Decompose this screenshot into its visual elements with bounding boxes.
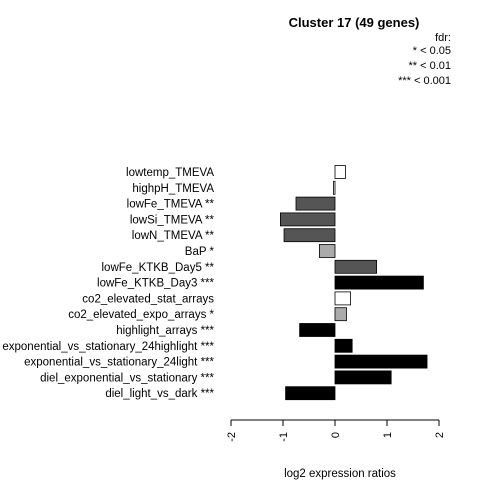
bar-11 [299,323,336,337]
x-axis: -2 -1 0 1 2 [226,419,446,442]
category-label-8: lowFe_KTKB_Day3 *** [97,278,214,290]
bars [279,165,428,401]
x-axis-label: log2 expression ratios [284,468,396,480]
bar-10 [334,307,347,322]
category-label-3: lowFe_TMEVA ** [127,199,215,211]
bar-12 [334,338,353,353]
legend-title: fdr: [435,32,451,44]
category-label-15: diel_light_vs_dark *** [105,388,214,400]
category-label-13: exponential_vs_stationary_24light *** [24,357,214,369]
category-label-4: lowSi_TMEVA ** [130,214,215,226]
bar-13 [334,354,428,369]
bar-3 [295,196,336,211]
category-label-5: lowN_TMEVA ** [132,230,215,242]
bar-14 [334,370,392,385]
category-label-10: co2_elevated_expo_arrays * [68,309,214,321]
bar-4 [279,212,336,227]
chart-title: Cluster 17 (49 genes) [289,15,420,30]
category-label-1: lowtemp_TMEVA [126,167,214,179]
bar-9 [334,291,352,306]
category-label-12: exponential_vs_stationary_24highlight **… [2,341,214,353]
x-tick-label-3: 0 [330,432,342,438]
category-labels: lowtemp_TMEVA highpH_TMEVA lowFe_TMEVA ** l… [2,167,214,400]
bar-2 [333,180,336,195]
bar-7 [334,259,377,274]
category-label-9: co2_elevated_stat_arrays [82,293,214,305]
legend-entry-1: * < 0.05 [413,45,451,57]
bar-8 [334,275,424,290]
legend: fdr: * < 0.05 ** < 0.01 *** < 0.001 [398,32,451,87]
bar-6 [318,244,336,258]
bar-5 [283,228,336,243]
category-label-11: highlight_arrays *** [116,325,214,337]
category-label-14: diel_exponential_vs_stationary *** [40,372,214,384]
bar-1 [334,165,346,179]
category-label-7: lowFe_KTKB_Day5 ** [102,262,215,274]
x-tick-label-1: -2 [226,432,238,442]
legend-entry-3: *** < 0.001 [398,75,451,87]
x-tick-label-5: 2 [434,432,446,438]
bar-15 [285,386,336,401]
category-label-6: BaP * [185,246,215,258]
legend-entry-2: ** < 0.01 [408,60,451,72]
x-tick-label-2: -1 [278,432,290,442]
x-tick-label-4: 1 [382,432,394,438]
category-label-2: highpH_TMEVA [132,183,214,195]
